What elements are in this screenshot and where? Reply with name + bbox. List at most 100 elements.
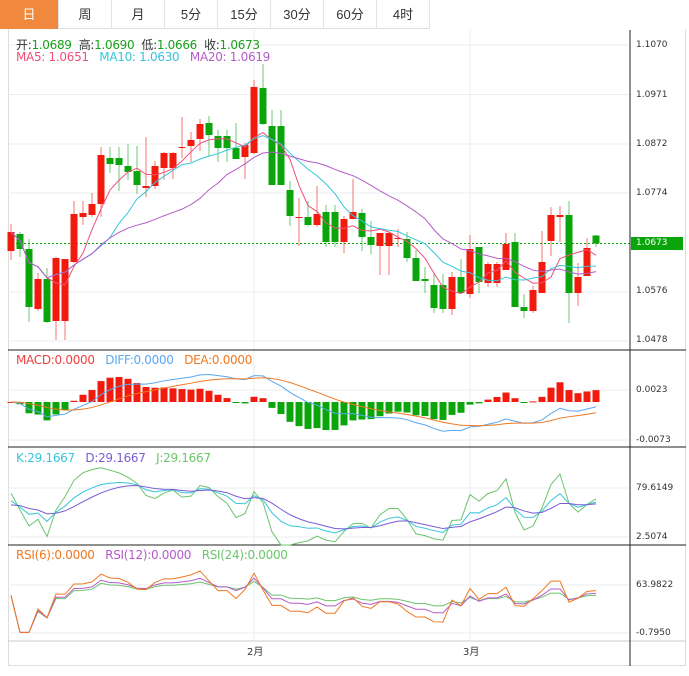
tab-5min[interactable]: 5分: [165, 0, 218, 29]
candle-down: [403, 239, 411, 258]
tab-15min[interactable]: 15分: [218, 0, 271, 29]
macd-bar: [376, 402, 384, 417]
price-tick: 1.0872: [636, 139, 668, 149]
candle-down: [259, 88, 267, 124]
candle-up: [151, 166, 159, 186]
macd-bar: [457, 402, 465, 413]
macd-bar: [214, 394, 222, 402]
candle-up: [34, 279, 42, 309]
price-tick: 1.1070: [636, 40, 668, 50]
macd-bar: [421, 402, 429, 417]
macd-bar: [448, 402, 456, 415]
candle-up: [340, 219, 348, 242]
candle-up: [169, 153, 177, 168]
candle-down: [133, 171, 141, 185]
close-value: 1.0673: [219, 38, 261, 52]
candle-up: [574, 277, 582, 293]
chart-frame: [8, 29, 686, 666]
macd-bar: [34, 402, 42, 415]
dea-value: DEA:0.0000: [184, 353, 253, 367]
ma20-line: [10, 151, 597, 279]
macd-tick: 0.0023: [636, 385, 668, 395]
candle-up: [241, 145, 249, 157]
macd-bar: [43, 402, 51, 421]
candle-down: [43, 279, 51, 322]
tab-week[interactable]: 周: [59, 0, 112, 29]
macd-bar: [205, 390, 213, 402]
tab-4hour[interactable]: 4时: [377, 0, 430, 29]
macd-bar: [430, 402, 438, 420]
macd-bar: [403, 402, 411, 413]
macd-value: MACD:0.0000: [16, 353, 95, 367]
high-label: 高:: [78, 38, 95, 52]
candle-down: [25, 249, 33, 307]
candle-up: [466, 249, 474, 294]
macd-bar: [196, 388, 204, 402]
tab-day[interactable]: 日: [0, 0, 59, 29]
macd-bar: [358, 402, 366, 420]
candle-up: [142, 186, 150, 188]
candle-down: [412, 258, 420, 281]
macd-bar: [25, 402, 33, 414]
diff-line: [10, 374, 597, 432]
open-label: 开:: [16, 38, 32, 52]
macd-bar: [592, 390, 600, 402]
macd-bar: [439, 402, 447, 420]
rsi24-value: RSI(24):0.0000: [201, 548, 288, 562]
tab-month[interactable]: 月: [112, 0, 165, 29]
macd-bar: [565, 390, 573, 402]
ma20-legend: MA20: 1.0619: [189, 50, 270, 64]
macd-bar: [232, 402, 240, 403]
price-tick: 1.0576: [636, 286, 668, 296]
macd-bar: [52, 402, 60, 415]
macd-bar: [151, 387, 159, 402]
macd-bar: [79, 394, 87, 402]
candle-up: [187, 140, 195, 146]
candle-down: [277, 126, 285, 185]
macd-bar: [70, 400, 78, 402]
rsi6-value: RSI(6):0.0000: [16, 548, 95, 562]
macd-bar: [250, 396, 258, 402]
candle-up: [547, 215, 555, 241]
macd-bar: [583, 391, 591, 402]
candle-up: [493, 264, 501, 283]
macd-bar: [124, 378, 132, 402]
rsi12-line: [10, 577, 597, 633]
macd-bar: [313, 402, 321, 429]
macd-bar: [169, 388, 177, 402]
candle-up: [79, 213, 87, 217]
candle-down: [304, 217, 312, 225]
tab-30min[interactable]: 30分: [271, 0, 324, 29]
candle-down: [268, 126, 276, 185]
macd-bar: [367, 402, 375, 420]
candle-down: [439, 285, 447, 309]
macd-bar: [187, 389, 195, 402]
diff-value: DIFF:0.0000: [105, 353, 174, 367]
candle-up: [295, 217, 303, 218]
period-tabs: 日 周 月 5分 15分 30分 60分 4时: [0, 0, 430, 29]
macd-bar: [385, 402, 393, 414]
ma5-line: [10, 132, 597, 295]
price-tick: 1.0774: [636, 188, 668, 198]
macd-bar: [556, 382, 564, 402]
candle-up: [538, 262, 546, 293]
rsi24-line: [10, 580, 597, 633]
candle-down: [367, 237, 375, 245]
kdj-tick: 79.6149: [636, 483, 674, 493]
macd-bar: [502, 392, 510, 402]
macd-bar: [322, 402, 330, 431]
macd-legend: MACD:0.0000 DIFF:0.0000 DEA:0.0000: [16, 353, 252, 367]
macd-bar: [511, 398, 519, 402]
month-label: 3月: [463, 647, 480, 658]
j-value: J:29.1667: [156, 451, 211, 465]
macd-bar: [115, 376, 123, 402]
candle-up: [88, 204, 96, 215]
candle-down: [565, 215, 573, 293]
candle-up: [529, 290, 537, 311]
macd-tick: -0.0073: [636, 435, 671, 445]
tab-60min[interactable]: 60分: [324, 0, 377, 29]
macd-bar: [349, 402, 357, 421]
candle-down: [511, 242, 519, 307]
high-value: 1.0690: [94, 38, 135, 52]
